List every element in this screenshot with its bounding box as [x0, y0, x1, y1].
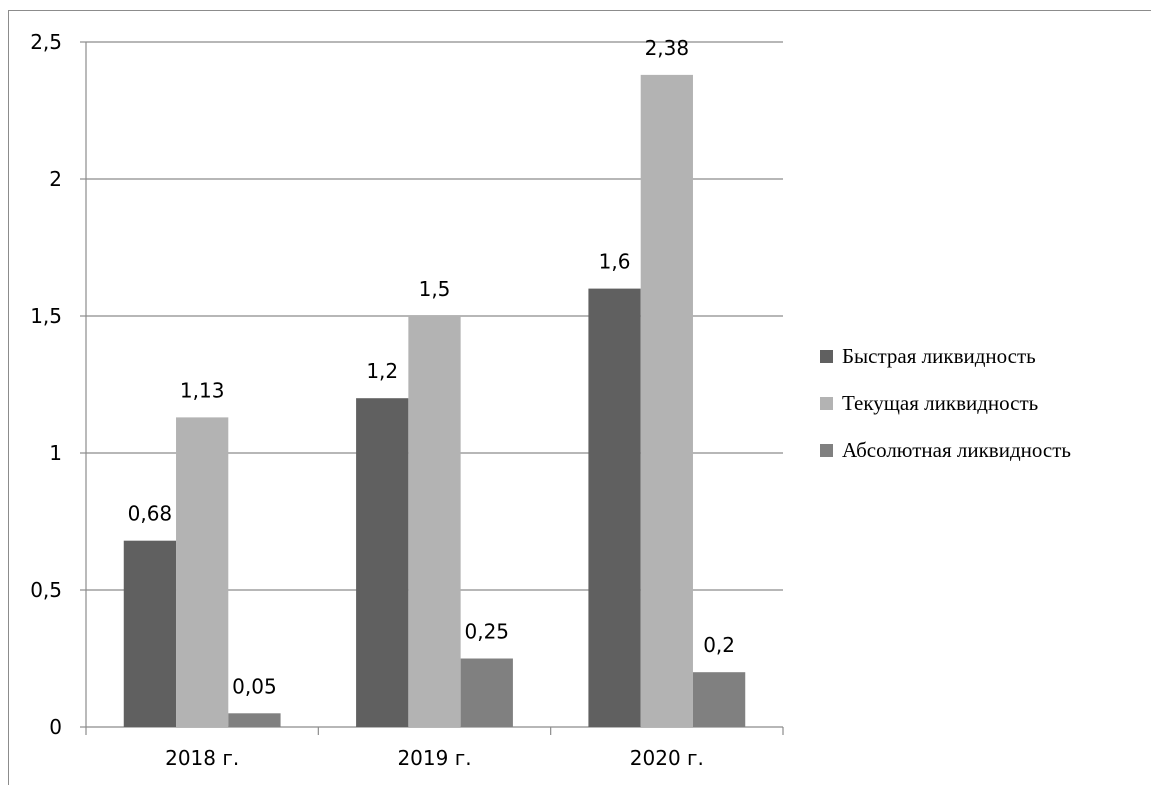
data-labels: 0,68 1,13 0,05 1,2 1,5 0,25 1,6 2,38 0,2	[128, 36, 735, 698]
data-label: 0,68	[128, 502, 173, 526]
data-label: 0,05	[232, 674, 277, 698]
bar	[228, 713, 281, 727]
data-label: 1,5	[419, 277, 451, 301]
x-tick-label: 2019 г.	[397, 746, 471, 770]
legend-swatch	[820, 444, 833, 457]
x-tick-label: 2020 г.	[630, 746, 704, 770]
data-label: 2,38	[645, 36, 690, 60]
y-tick-label: 1,5	[30, 304, 62, 328]
bar	[356, 398, 409, 727]
axes: 0 0,5 1 1,5 2 2,5 2018 г. 2019 г. 2020 г.	[30, 30, 784, 770]
legend-swatch	[820, 397, 833, 410]
legend-swatch	[820, 350, 833, 363]
data-label: 0,2	[703, 633, 735, 657]
data-label: 1,13	[180, 378, 225, 402]
y-tick-label: 0	[49, 715, 62, 739]
y-tick-label: 0,5	[30, 578, 62, 602]
bar	[460, 658, 513, 727]
x-tick-label: 2018 г.	[165, 746, 239, 770]
y-tick-label: 2,5	[30, 30, 62, 54]
data-label: 0,25	[465, 620, 510, 644]
bar	[123, 540, 177, 727]
bar	[408, 316, 461, 727]
bar	[692, 672, 746, 727]
y-tick-label: 1	[49, 441, 62, 465]
bar	[640, 74, 693, 727]
bars	[123, 74, 746, 727]
legend-label: Текущая ликвидность	[842, 391, 1038, 415]
legend: Быстрая ликвидность Текущая ликвидность Аб…	[820, 344, 1071, 462]
bar	[588, 288, 641, 727]
y-tick-label: 2	[49, 167, 62, 191]
bar	[176, 417, 229, 727]
data-label: 1,2	[366, 359, 398, 383]
legend-label: Абсолютная ликвидность	[842, 438, 1071, 462]
data-label: 1,6	[599, 250, 631, 274]
chart-frame	[8, 10, 1151, 785]
legend-label: Быстрая ликвидность	[842, 344, 1036, 368]
